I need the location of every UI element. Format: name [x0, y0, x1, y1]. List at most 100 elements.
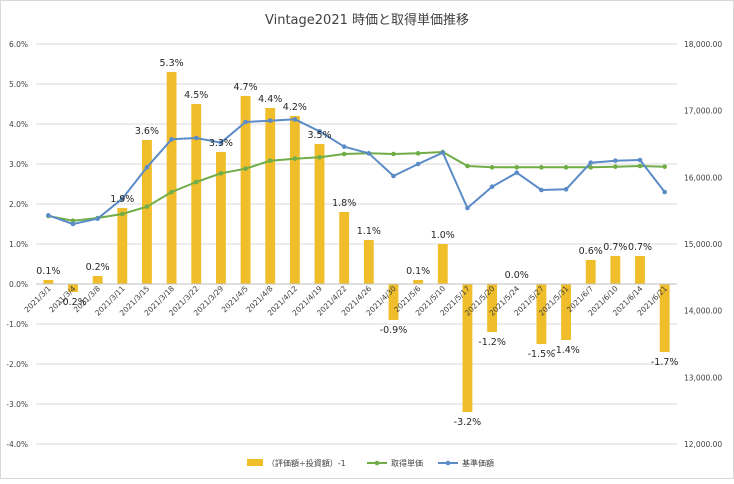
acquisition-cost-point [391, 152, 396, 157]
right-tick-label: 14,000.00 [684, 307, 722, 316]
bar [117, 208, 127, 284]
nav-point [194, 136, 199, 141]
data-label: 4.2% [283, 102, 307, 113]
bar [265, 108, 275, 284]
data-label: 3.6% [135, 126, 159, 137]
data-label: 1.0% [431, 230, 455, 241]
acquisition-cost-point [317, 155, 322, 160]
acquisition-cost-point [564, 165, 569, 170]
data-label: 4.7% [233, 82, 257, 93]
data-label: 1.8% [332, 198, 356, 209]
right-tick-label: 15,000.00 [684, 240, 722, 249]
right-tick-label: 17,000.00 [684, 107, 722, 116]
left-tick-label: 6.0% [9, 40, 28, 49]
acquisition-cost-point [194, 180, 199, 185]
data-label: 0.6% [579, 246, 603, 257]
nav-point [293, 117, 298, 122]
right-tick-label: 12,000.00 [684, 440, 722, 449]
data-label: 4.5% [184, 90, 208, 101]
data-label: 0.7% [603, 242, 627, 253]
nav-point [539, 188, 544, 193]
acquisition-cost-point [416, 151, 421, 156]
nav-point [514, 170, 519, 175]
data-label: 1.9% [110, 194, 134, 205]
acquisition-cost-point [268, 158, 273, 163]
nav-point [243, 120, 248, 125]
acquisition-cost-point [638, 164, 643, 169]
nav-point [71, 222, 76, 227]
nav-point [440, 150, 445, 155]
bar [635, 256, 645, 284]
bar [93, 276, 103, 284]
bar [315, 144, 325, 284]
acquisition-cost-point [120, 212, 125, 217]
data-label: 3.5% [307, 130, 331, 141]
data-label: -1.4% [552, 345, 580, 356]
nav-point [145, 165, 150, 170]
data-label: 0.0% [505, 270, 529, 281]
left-tick-label: -1.0% [6, 320, 28, 329]
nav-point [169, 137, 174, 142]
legend-bar-label: （評価額÷投資額）-1 [267, 458, 346, 468]
left-tick-label: 2.0% [9, 200, 28, 209]
data-label: -1.5% [528, 349, 556, 360]
acquisition-cost-point [169, 190, 174, 195]
acquisition-cost-point [243, 166, 248, 171]
acquisition-cost-point [465, 164, 470, 169]
left-tick-label: 3.0% [9, 160, 28, 169]
legend-acq-label: 取得単価 [391, 458, 423, 468]
right-tick-label: 16,000.00 [684, 173, 722, 182]
data-label: -1.2% [478, 337, 506, 348]
nav-point [391, 174, 396, 179]
nav-point [662, 190, 667, 195]
acquisition-cost-point [219, 171, 224, 176]
left-tick-label: 0.0% [9, 280, 28, 289]
data-label: 4.4% [258, 94, 282, 105]
nav-point [268, 118, 273, 123]
data-label: 3.3% [209, 138, 233, 149]
bar [290, 116, 300, 284]
acquisition-cost-point [293, 156, 298, 161]
data-label: -3.2% [454, 417, 482, 428]
nav-point [490, 184, 495, 189]
right-tick-label: 13,000.00 [684, 373, 722, 382]
data-label: 1.1% [357, 226, 381, 237]
bar [364, 240, 374, 284]
data-label: -1.7% [651, 357, 679, 368]
bar [191, 104, 201, 284]
data-label: 0.1% [36, 266, 60, 277]
nav-point [367, 151, 372, 156]
legend-bar-swatch [247, 459, 263, 466]
acquisition-cost-point [539, 165, 544, 170]
nav-point [342, 144, 347, 149]
acquisition-cost-point [514, 165, 519, 170]
nav-point [95, 216, 100, 221]
acquisition-cost-point [342, 152, 347, 157]
data-label: -0.2% [59, 297, 87, 308]
nav-point [46, 213, 51, 218]
nav-point [465, 206, 470, 211]
acquisition-cost-point [662, 164, 667, 169]
bar [413, 280, 423, 284]
left-tick-label: 1.0% [9, 240, 28, 249]
bar [610, 256, 620, 284]
nav-point [588, 160, 593, 165]
bar [438, 244, 448, 284]
right-tick-label: 18,000.00 [684, 40, 722, 49]
bar [339, 212, 349, 284]
acquisition-cost-point [490, 165, 495, 170]
acquisition-cost-point [613, 164, 618, 169]
data-label: 0.7% [628, 242, 652, 253]
left-tick-label: -2.0% [6, 360, 28, 369]
data-label: 0.1% [406, 266, 430, 277]
nav-point [638, 158, 643, 163]
data-label: 0.2% [86, 262, 110, 273]
data-label: 5.3% [160, 58, 184, 69]
data-label: -0.9% [380, 325, 408, 336]
left-tick-label: 5.0% [9, 80, 28, 89]
legend-nav-marker [446, 461, 451, 466]
bar [586, 260, 596, 284]
